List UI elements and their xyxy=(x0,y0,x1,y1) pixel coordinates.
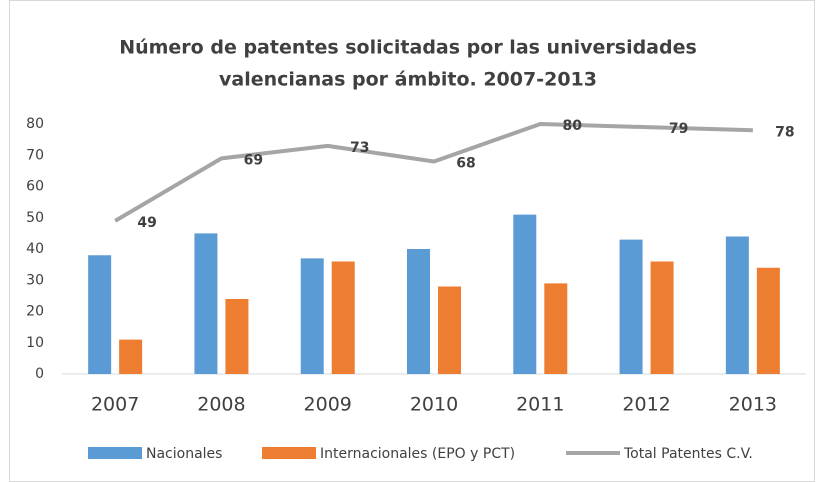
y-tick-label: 10 xyxy=(26,335,44,351)
y-tick-label: 30 xyxy=(26,272,44,288)
chart-title: Número de patentes solicitadas por las u… xyxy=(119,37,697,59)
data-label: 79 xyxy=(669,121,688,137)
bar xyxy=(438,286,461,374)
data-label: 69 xyxy=(244,152,263,168)
x-tick-label: 2008 xyxy=(197,394,245,416)
legend-label: Internacionales (EPO y PCT) xyxy=(320,446,515,462)
bar xyxy=(300,258,324,374)
data-label: 73 xyxy=(350,140,369,156)
bar xyxy=(513,214,537,374)
bar xyxy=(88,255,112,374)
chart-title: valencianas por ámbito. 2007-2013 xyxy=(219,69,597,91)
x-tick-label: 2011 xyxy=(516,394,564,416)
legend-swatch xyxy=(88,447,142,459)
bar xyxy=(619,239,643,374)
x-tick-label: 2007 xyxy=(91,394,139,416)
bar xyxy=(331,261,355,374)
y-tick-label: 40 xyxy=(26,241,44,257)
y-tick-label: 60 xyxy=(26,179,44,195)
bar xyxy=(225,299,249,374)
y-tick-label: 80 xyxy=(26,116,44,132)
y-tick-label: 50 xyxy=(26,210,44,226)
x-tick-label: 2009 xyxy=(304,394,352,416)
data-label: 49 xyxy=(137,215,156,231)
x-tick-label: 2010 xyxy=(410,394,458,416)
legend-label: Nacionales xyxy=(146,446,222,462)
x-tick-label: 2013 xyxy=(729,394,777,416)
legend-label: Total Patentes C.V. xyxy=(623,446,753,462)
y-tick-label: 70 xyxy=(26,147,44,163)
bar xyxy=(725,236,749,374)
bar xyxy=(119,339,143,374)
bar xyxy=(756,267,780,374)
bar xyxy=(194,233,218,374)
data-label: 78 xyxy=(775,124,794,140)
x-tick-label: 2012 xyxy=(622,394,670,416)
data-label: 68 xyxy=(456,156,475,172)
legend-swatch xyxy=(262,447,316,459)
bar xyxy=(650,261,674,374)
y-tick-label: 0 xyxy=(35,366,44,382)
bar xyxy=(407,249,430,374)
data-label: 80 xyxy=(563,118,583,134)
y-tick-label: 20 xyxy=(26,304,44,320)
line xyxy=(114,122,753,223)
chart-border xyxy=(9,0,815,482)
bar xyxy=(544,283,568,374)
